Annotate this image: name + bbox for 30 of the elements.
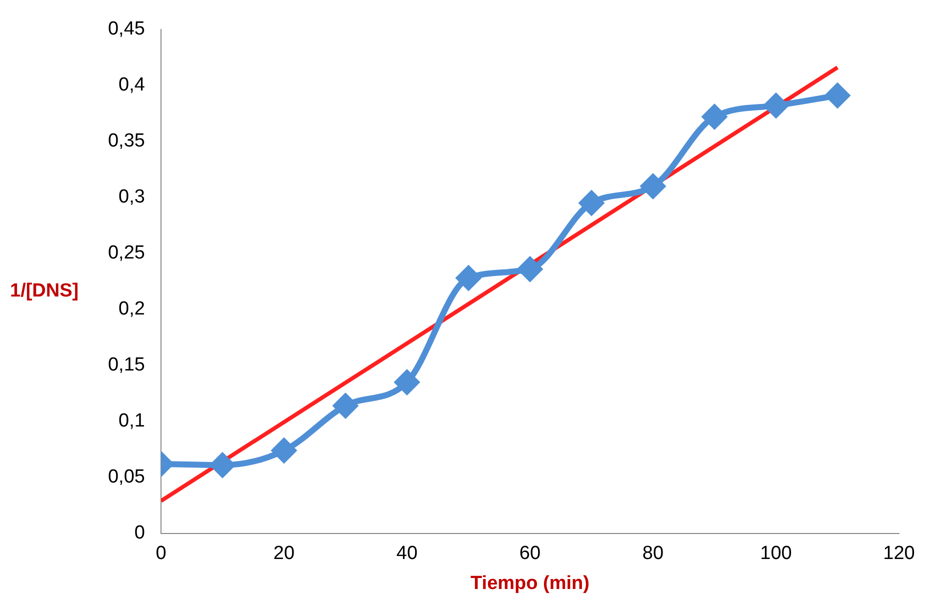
- x-tick-label: 20: [273, 543, 295, 564]
- x-tick-label: 100: [760, 543, 792, 564]
- y-tick-label: 0,45: [108, 18, 145, 40]
- point: [579, 191, 604, 215]
- x-axis-title: Tiempo (min): [470, 572, 590, 594]
- y-tick-label: 0,15: [108, 354, 145, 376]
- point: [640, 174, 665, 198]
- y-tick-label: 0,35: [108, 130, 145, 152]
- point: [333, 394, 358, 418]
- x-tick-label: 40: [396, 543, 418, 564]
- y-tick-label: 0,3: [118, 186, 145, 208]
- y-tick-label: 0: [134, 522, 145, 544]
- y-tick-label: 0,4: [118, 74, 146, 96]
- y-tick-label: 0,05: [108, 466, 145, 488]
- y-tick-label: 0,2: [118, 298, 145, 320]
- point: [210, 453, 234, 478]
- x-tick-label: 0: [156, 543, 166, 564]
- point: [764, 94, 788, 118]
- point: [394, 370, 419, 394]
- point: [518, 257, 542, 282]
- x-tick-label: 60: [519, 543, 541, 564]
- point: [702, 104, 726, 129]
- y-tick-label: 0,25: [108, 242, 145, 264]
- y-axis-title: 1/[DNS]: [10, 280, 79, 302]
- point: [826, 83, 850, 108]
- point: [456, 266, 480, 290]
- point: [272, 438, 296, 463]
- x-tick-label: 80: [642, 543, 664, 564]
- y-tick-label: 0,1: [118, 410, 145, 432]
- x-tick-label: 120: [883, 543, 915, 564]
